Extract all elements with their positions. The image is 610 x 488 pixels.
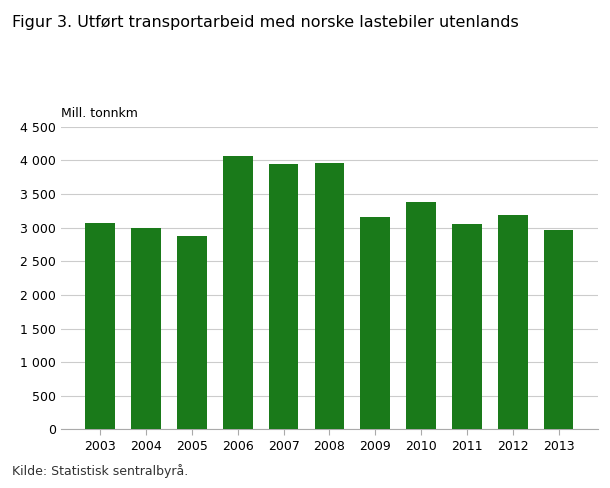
Bar (315, 163, 344, 429)
Bar (452, 224, 482, 429)
Text: Figur 3. Utført transportarbeid med norske lastebiler utenlands: Figur 3. Utført transportarbeid med nors… (12, 15, 519, 30)
Bar (498, 215, 528, 429)
Bar (223, 156, 253, 429)
Bar (361, 217, 390, 429)
Bar (268, 164, 298, 429)
Bar (85, 223, 115, 429)
Text: Mill. tonnkm: Mill. tonnkm (61, 106, 138, 120)
Bar (406, 202, 436, 429)
Text: Kilde: Statistisk sentralbyrå.: Kilde: Statistisk sentralbyrå. (12, 464, 188, 478)
Bar (131, 228, 161, 429)
Bar (544, 230, 573, 429)
Bar (177, 237, 207, 429)
